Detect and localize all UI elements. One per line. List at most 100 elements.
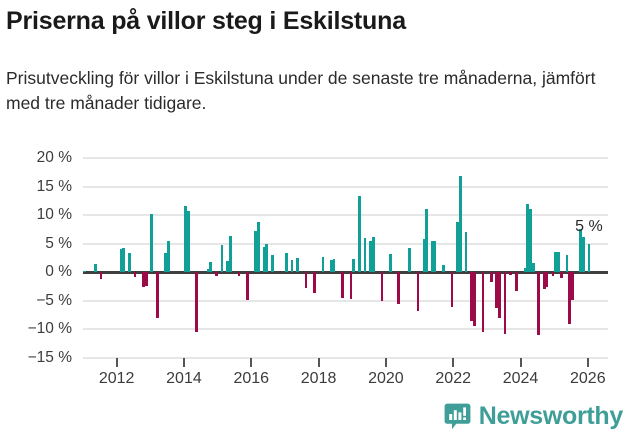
y-axis-tick-label: 5 %: [45, 234, 72, 252]
bar-chart-speech-bubble-icon: [444, 403, 471, 430]
bar: [341, 272, 344, 298]
x-axis-tick-mark: [182, 358, 185, 367]
gridline: [83, 328, 608, 331]
bar: [363, 238, 367, 273]
bar: [352, 258, 355, 273]
bar: [380, 272, 384, 301]
bar: [422, 239, 426, 273]
bar: [164, 253, 168, 273]
bar: [509, 272, 513, 276]
x-axis-tick-label: 2012: [98, 370, 135, 387]
x-axis-tick-label: 2014: [166, 370, 202, 387]
x-axis-tick-mark: [115, 358, 118, 367]
x-axis-tick-label: 2024: [502, 370, 539, 387]
bar: [133, 272, 137, 277]
bar: [214, 272, 218, 277]
bar: [571, 272, 574, 300]
x-axis-tick-mark: [317, 358, 320, 367]
brand-name: Newsworthy: [478, 401, 624, 430]
bar: [582, 236, 586, 273]
bar: [330, 260, 333, 273]
bar: [425, 209, 428, 273]
x-axis-tick-mark: [384, 358, 387, 367]
gridline: [83, 185, 608, 188]
bar: [167, 241, 170, 273]
zero-axis-line: [83, 270, 608, 274]
x-axis-tick-mark: [250, 358, 253, 367]
bar: [94, 263, 98, 273]
bar: [528, 208, 532, 273]
bar: [257, 222, 260, 273]
bar: [156, 272, 159, 318]
bar: [321, 257, 325, 273]
bar: [568, 272, 571, 324]
bar: [537, 272, 540, 335]
bar: [397, 272, 400, 304]
bar: [450, 272, 454, 307]
chart-subtitle: Prisutveckling för villor i Eskilstuna u…: [6, 68, 596, 113]
bar: [565, 255, 569, 273]
bar: [416, 272, 420, 312]
bar: [83, 270, 86, 273]
plot-wrapper: 5 % 20 % 15 % 10 % 5 % 0 % −5 % −10 % −15 % 2012…: [0, 145, 631, 395]
bar: [442, 265, 445, 273]
bar: [551, 272, 555, 277]
bar: [332, 258, 336, 273]
bar: [226, 261, 229, 273]
bar: [357, 196, 361, 273]
bar: [559, 272, 563, 278]
last-value-annotation: 5 %: [575, 217, 603, 235]
gridline: [83, 299, 608, 302]
newsworthy-logo[interactable]: Newsworthy: [444, 401, 623, 431]
y-axis-tick-label: −5 %: [36, 291, 72, 309]
bar: [254, 231, 257, 273]
bar: [531, 263, 535, 273]
bar: [245, 272, 249, 300]
bar: [209, 262, 212, 273]
bar: [464, 232, 468, 273]
bar: [184, 206, 187, 273]
bar: [369, 240, 372, 273]
bar: [456, 222, 459, 273]
gridline: [83, 157, 608, 159]
bar: [237, 272, 241, 276]
bar: [489, 272, 493, 282]
bar: [515, 272, 518, 291]
bar: [557, 251, 560, 273]
bar: [349, 272, 353, 300]
bar: [304, 272, 308, 289]
y-axis-tick-label: 20 %: [36, 149, 72, 166]
x-axis-tick-label: 2018: [300, 370, 337, 387]
x-axis-tick-mark: [519, 358, 522, 367]
bar: [206, 269, 210, 273]
bar: [495, 272, 498, 308]
bar: [128, 253, 131, 273]
bar: [433, 240, 437, 273]
y-axis-tick-label: 15 %: [36, 177, 72, 195]
bar: [187, 210, 190, 273]
x-axis-tick-label: 2020: [368, 370, 404, 387]
bar: [503, 272, 507, 334]
bar: [296, 258, 299, 273]
bar: [579, 229, 583, 273]
gridline: [83, 214, 608, 217]
bar: [119, 249, 123, 273]
x-axis-tick-label: 2022: [435, 370, 471, 387]
x-axis-tick-label: 2026: [570, 370, 606, 387]
x-axis-tick-mark: [452, 358, 455, 367]
y-axis-tick-label: 10 %: [36, 206, 72, 224]
bar: [144, 272, 148, 286]
bar: [545, 272, 549, 287]
bar: [431, 240, 434, 273]
bar: [388, 254, 392, 273]
bar: [498, 272, 501, 318]
y-axis-tick-label: −10 %: [27, 320, 72, 338]
bar: [543, 272, 546, 290]
bar: [99, 272, 103, 280]
bar: [284, 252, 288, 273]
gridline: [83, 242, 608, 245]
bar: [526, 204, 529, 273]
bar: [587, 243, 591, 273]
bar: [229, 235, 232, 273]
